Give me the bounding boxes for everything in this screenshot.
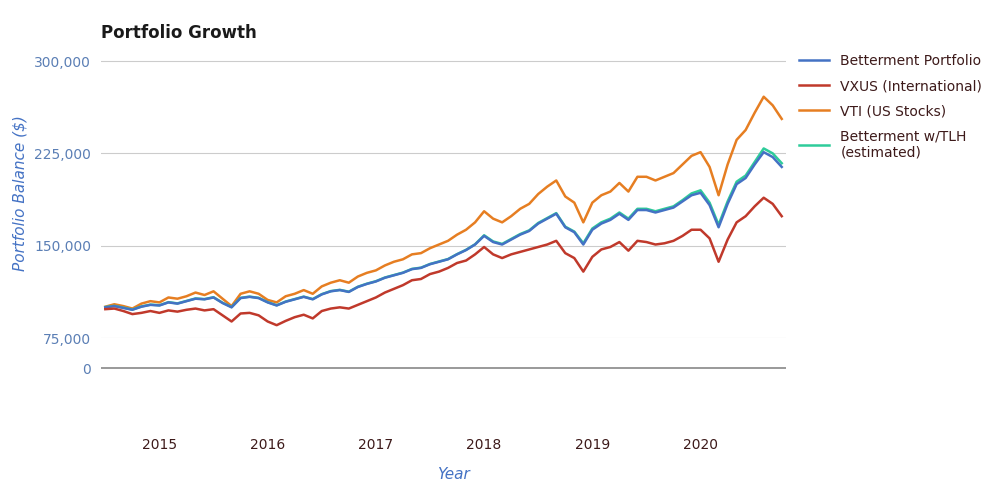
Text: Portfolio Growth: Portfolio Growth — [101, 23, 257, 41]
Line: Betterment Portfolio: Betterment Portfolio — [105, 152, 782, 310]
Betterment Portfolio — [559, 225, 572, 230]
Betterment w/TLH
(estimated) — [758, 146, 770, 151]
Betterment Portfolio — [460, 247, 472, 253]
VTI (US Stocks) — [343, 280, 355, 285]
VXUS (International) — [559, 250, 572, 256]
Betterment w/TLH
(estimated) — [541, 215, 553, 221]
VXUS (International) — [270, 322, 282, 328]
Betterment Portfolio — [126, 307, 138, 313]
Betterment Portfolio — [343, 289, 355, 295]
Line: VXUS (International): VXUS (International) — [105, 198, 782, 325]
VXUS (International) — [758, 195, 770, 201]
VTI (US Stocks) — [776, 116, 788, 122]
VTI (US Stocks) — [126, 306, 138, 312]
VTI (US Stocks) — [460, 227, 472, 233]
VXUS (International) — [776, 213, 788, 219]
Betterment w/TLH
(estimated) — [649, 208, 661, 214]
VXUS (International) — [99, 306, 111, 312]
VTI (US Stocks) — [541, 184, 553, 189]
Betterment w/TLH
(estimated) — [776, 160, 788, 166]
Betterment Portfolio — [649, 209, 661, 215]
Betterment w/TLH
(estimated) — [99, 304, 111, 310]
VXUS (International) — [460, 258, 472, 263]
Betterment w/TLH
(estimated) — [126, 307, 138, 313]
Betterment Portfolio — [99, 304, 111, 310]
VXUS (International) — [162, 307, 174, 313]
VTI (US Stocks) — [649, 178, 661, 184]
Betterment w/TLH
(estimated) — [460, 247, 472, 253]
Y-axis label: Portfolio Balance ($): Portfolio Balance ($) — [12, 115, 27, 271]
Line: VTI (US Stocks): VTI (US Stocks) — [105, 97, 782, 309]
Betterment w/TLH
(estimated) — [171, 300, 183, 306]
VXUS (International) — [649, 242, 661, 247]
Betterment w/TLH
(estimated) — [559, 224, 572, 229]
Betterment Portfolio — [541, 216, 553, 222]
VXUS (International) — [541, 242, 553, 247]
Legend: Betterment Portfolio, VXUS (International), VTI (US Stocks), Betterment w/TLH
(e: Betterment Portfolio, VXUS (Internationa… — [793, 49, 988, 166]
VTI (US Stocks) — [758, 94, 770, 100]
Betterment Portfolio — [776, 164, 788, 170]
Betterment Portfolio — [758, 149, 770, 155]
VTI (US Stocks) — [99, 304, 111, 310]
Line: Betterment w/TLH
(estimated): Betterment w/TLH (estimated) — [105, 149, 782, 310]
VXUS (International) — [343, 306, 355, 312]
VTI (US Stocks) — [559, 193, 572, 199]
Text: Year: Year — [437, 467, 470, 482]
VTI (US Stocks) — [171, 296, 183, 301]
Betterment w/TLH
(estimated) — [343, 289, 355, 295]
Betterment Portfolio — [171, 300, 183, 306]
